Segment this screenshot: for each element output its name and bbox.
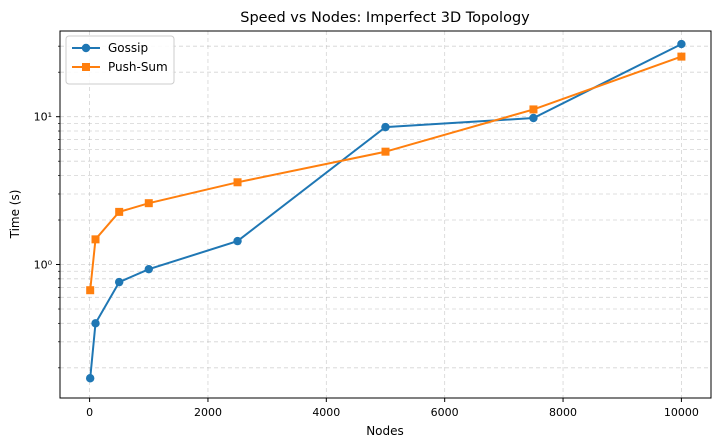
data-point-gossip (144, 264, 153, 274)
x-tick-label: 0 (86, 406, 93, 419)
data-point-push-sum (91, 235, 100, 244)
x-tick-label: 4000 (312, 406, 340, 419)
data-point-push-sum (233, 178, 242, 187)
legend-marker-gossip (81, 43, 91, 53)
data-point-gossip (677, 39, 686, 49)
data-point-push-sum (529, 105, 538, 114)
data-point-gossip (114, 277, 124, 287)
x-tick-label: 10000 (664, 406, 699, 419)
x-tick-label: 8000 (549, 406, 577, 419)
x-tick-label: 6000 (431, 406, 459, 419)
y-axis-label: Time (s) (8, 190, 22, 240)
data-point-gossip (381, 122, 390, 132)
data-point-push-sum (144, 199, 153, 208)
legend-marker-push-sum (82, 63, 90, 71)
legend-label-gossip: Gossip (108, 41, 148, 55)
data-point-push-sum (115, 207, 124, 216)
legend-label-push-sum: Push-Sum (108, 60, 168, 74)
data-point-push-sum (381, 147, 390, 156)
data-point-gossip (85, 374, 95, 383)
x-tick-label: 2000 (194, 406, 222, 419)
data-point-push-sum (677, 52, 686, 61)
x-axis: 0 2000 4000 6000 8000 10000 (86, 398, 699, 419)
plot-area (59, 30, 712, 399)
data-point-gossip (91, 319, 100, 328)
data-point-push-sum (86, 286, 95, 295)
grid (60, 31, 711, 398)
y-axis: 10⁰ 10¹ (34, 45, 60, 369)
series-layer (85, 39, 686, 383)
y-tick-label: 10⁰ (34, 259, 53, 272)
legend: Gossip Push-Sum (65, 35, 175, 85)
data-point-gossip (233, 236, 242, 246)
x-axis-label: Nodes (366, 424, 404, 438)
series-line-gossip (89, 43, 682, 379)
series-line-push-sum (89, 55, 682, 291)
y-tick-label: 10¹ (34, 111, 52, 124)
data-point-gossip (529, 113, 538, 123)
chart-title: Speed vs Nodes: Imperfect 3D Topology (240, 10, 530, 26)
